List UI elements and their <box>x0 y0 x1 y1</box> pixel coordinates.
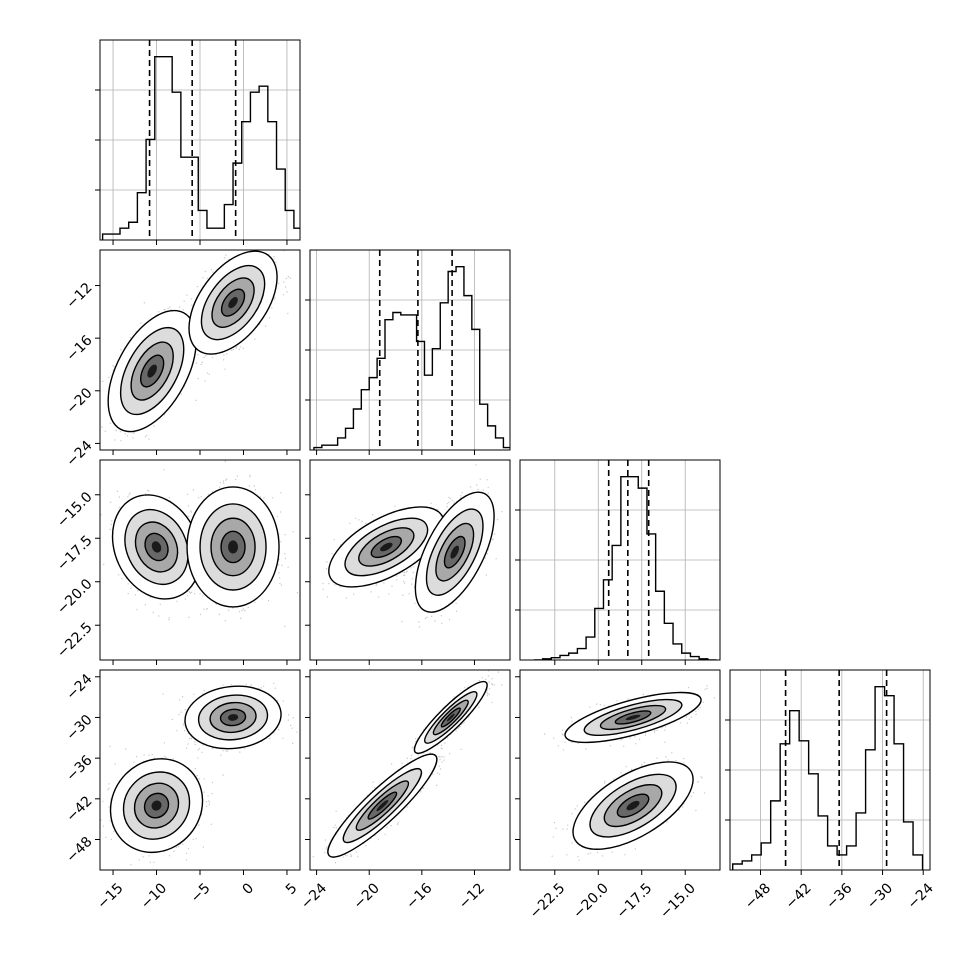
x-tick-label: −24 <box>905 880 937 912</box>
panel-frame <box>309 459 511 661</box>
joint-panel-2-1 <box>305 459 511 665</box>
histogram-panel-0 <box>95 39 301 245</box>
y-tick-label: −20.0 <box>54 576 96 618</box>
y-tick-label: −24 <box>63 438 95 470</box>
y-tick-label: −16 <box>63 332 95 364</box>
x-tick-label: −12 <box>456 880 488 912</box>
joint-panel-3-2 <box>515 669 721 875</box>
density-contour <box>228 297 238 309</box>
x-tick-label: −22.5 <box>527 880 569 922</box>
y-tick-label: −42 <box>63 793 95 825</box>
histogram-step <box>101 55 300 240</box>
joint-panel-3-0 <box>95 669 301 875</box>
x-tick-label: −16 <box>403 880 435 912</box>
x-tick-label: −48 <box>742 880 774 912</box>
x-tick-label: −36 <box>823 880 855 912</box>
y-tick-label: −15.0 <box>54 489 96 531</box>
x-tick-label: −20.0 <box>570 880 612 922</box>
y-tick-label: −24 <box>63 671 95 703</box>
histogram-step <box>313 265 510 450</box>
density-contour <box>376 799 389 812</box>
density-contour <box>151 541 162 553</box>
x-tick-label: 5 <box>283 880 301 898</box>
y-tick-label: −48 <box>63 834 95 866</box>
y-tick-label: −20 <box>63 385 95 417</box>
histogram-panel-2 <box>515 459 721 665</box>
density-contour <box>147 364 157 378</box>
histogram-panel-3 <box>725 669 931 875</box>
density-contour <box>227 714 239 721</box>
density-contour <box>151 800 162 811</box>
x-tick-label: −5 <box>188 880 214 906</box>
joint-panel-3-1 <box>305 669 511 875</box>
x-tick-label: −17.5 <box>614 880 656 922</box>
x-tick-label: 0 <box>239 880 257 898</box>
x-tick-label: −10 <box>138 880 170 912</box>
y-tick-label: −22.5 <box>54 620 96 662</box>
y-tick-label: −12 <box>63 280 95 312</box>
x-tick-label: −20 <box>351 880 383 912</box>
x-tick-label: −30 <box>864 880 896 912</box>
y-tick-label: −36 <box>63 752 95 784</box>
x-tick-label: −42 <box>783 880 815 912</box>
y-tick-label: −30 <box>63 712 95 744</box>
x-tick-label: −15 <box>94 880 126 912</box>
x-tick-label: −24 <box>298 880 330 912</box>
histogram-panel-1 <box>305 249 511 455</box>
joint-panel-1-0 <box>95 249 301 455</box>
density-contour <box>626 800 640 811</box>
density-contour <box>625 714 641 721</box>
density-contour <box>450 545 460 559</box>
y-tick-label: −17.5 <box>54 533 96 575</box>
density-contour <box>380 542 393 552</box>
panel-frame <box>519 669 721 871</box>
histogram-step <box>732 685 924 870</box>
density-contour <box>446 713 455 722</box>
panel-frame <box>309 669 511 871</box>
density-contour <box>228 540 239 554</box>
joint-panel-2-0 <box>95 459 301 665</box>
x-tick-label: −15.0 <box>657 880 699 922</box>
histogram-step <box>533 475 717 660</box>
